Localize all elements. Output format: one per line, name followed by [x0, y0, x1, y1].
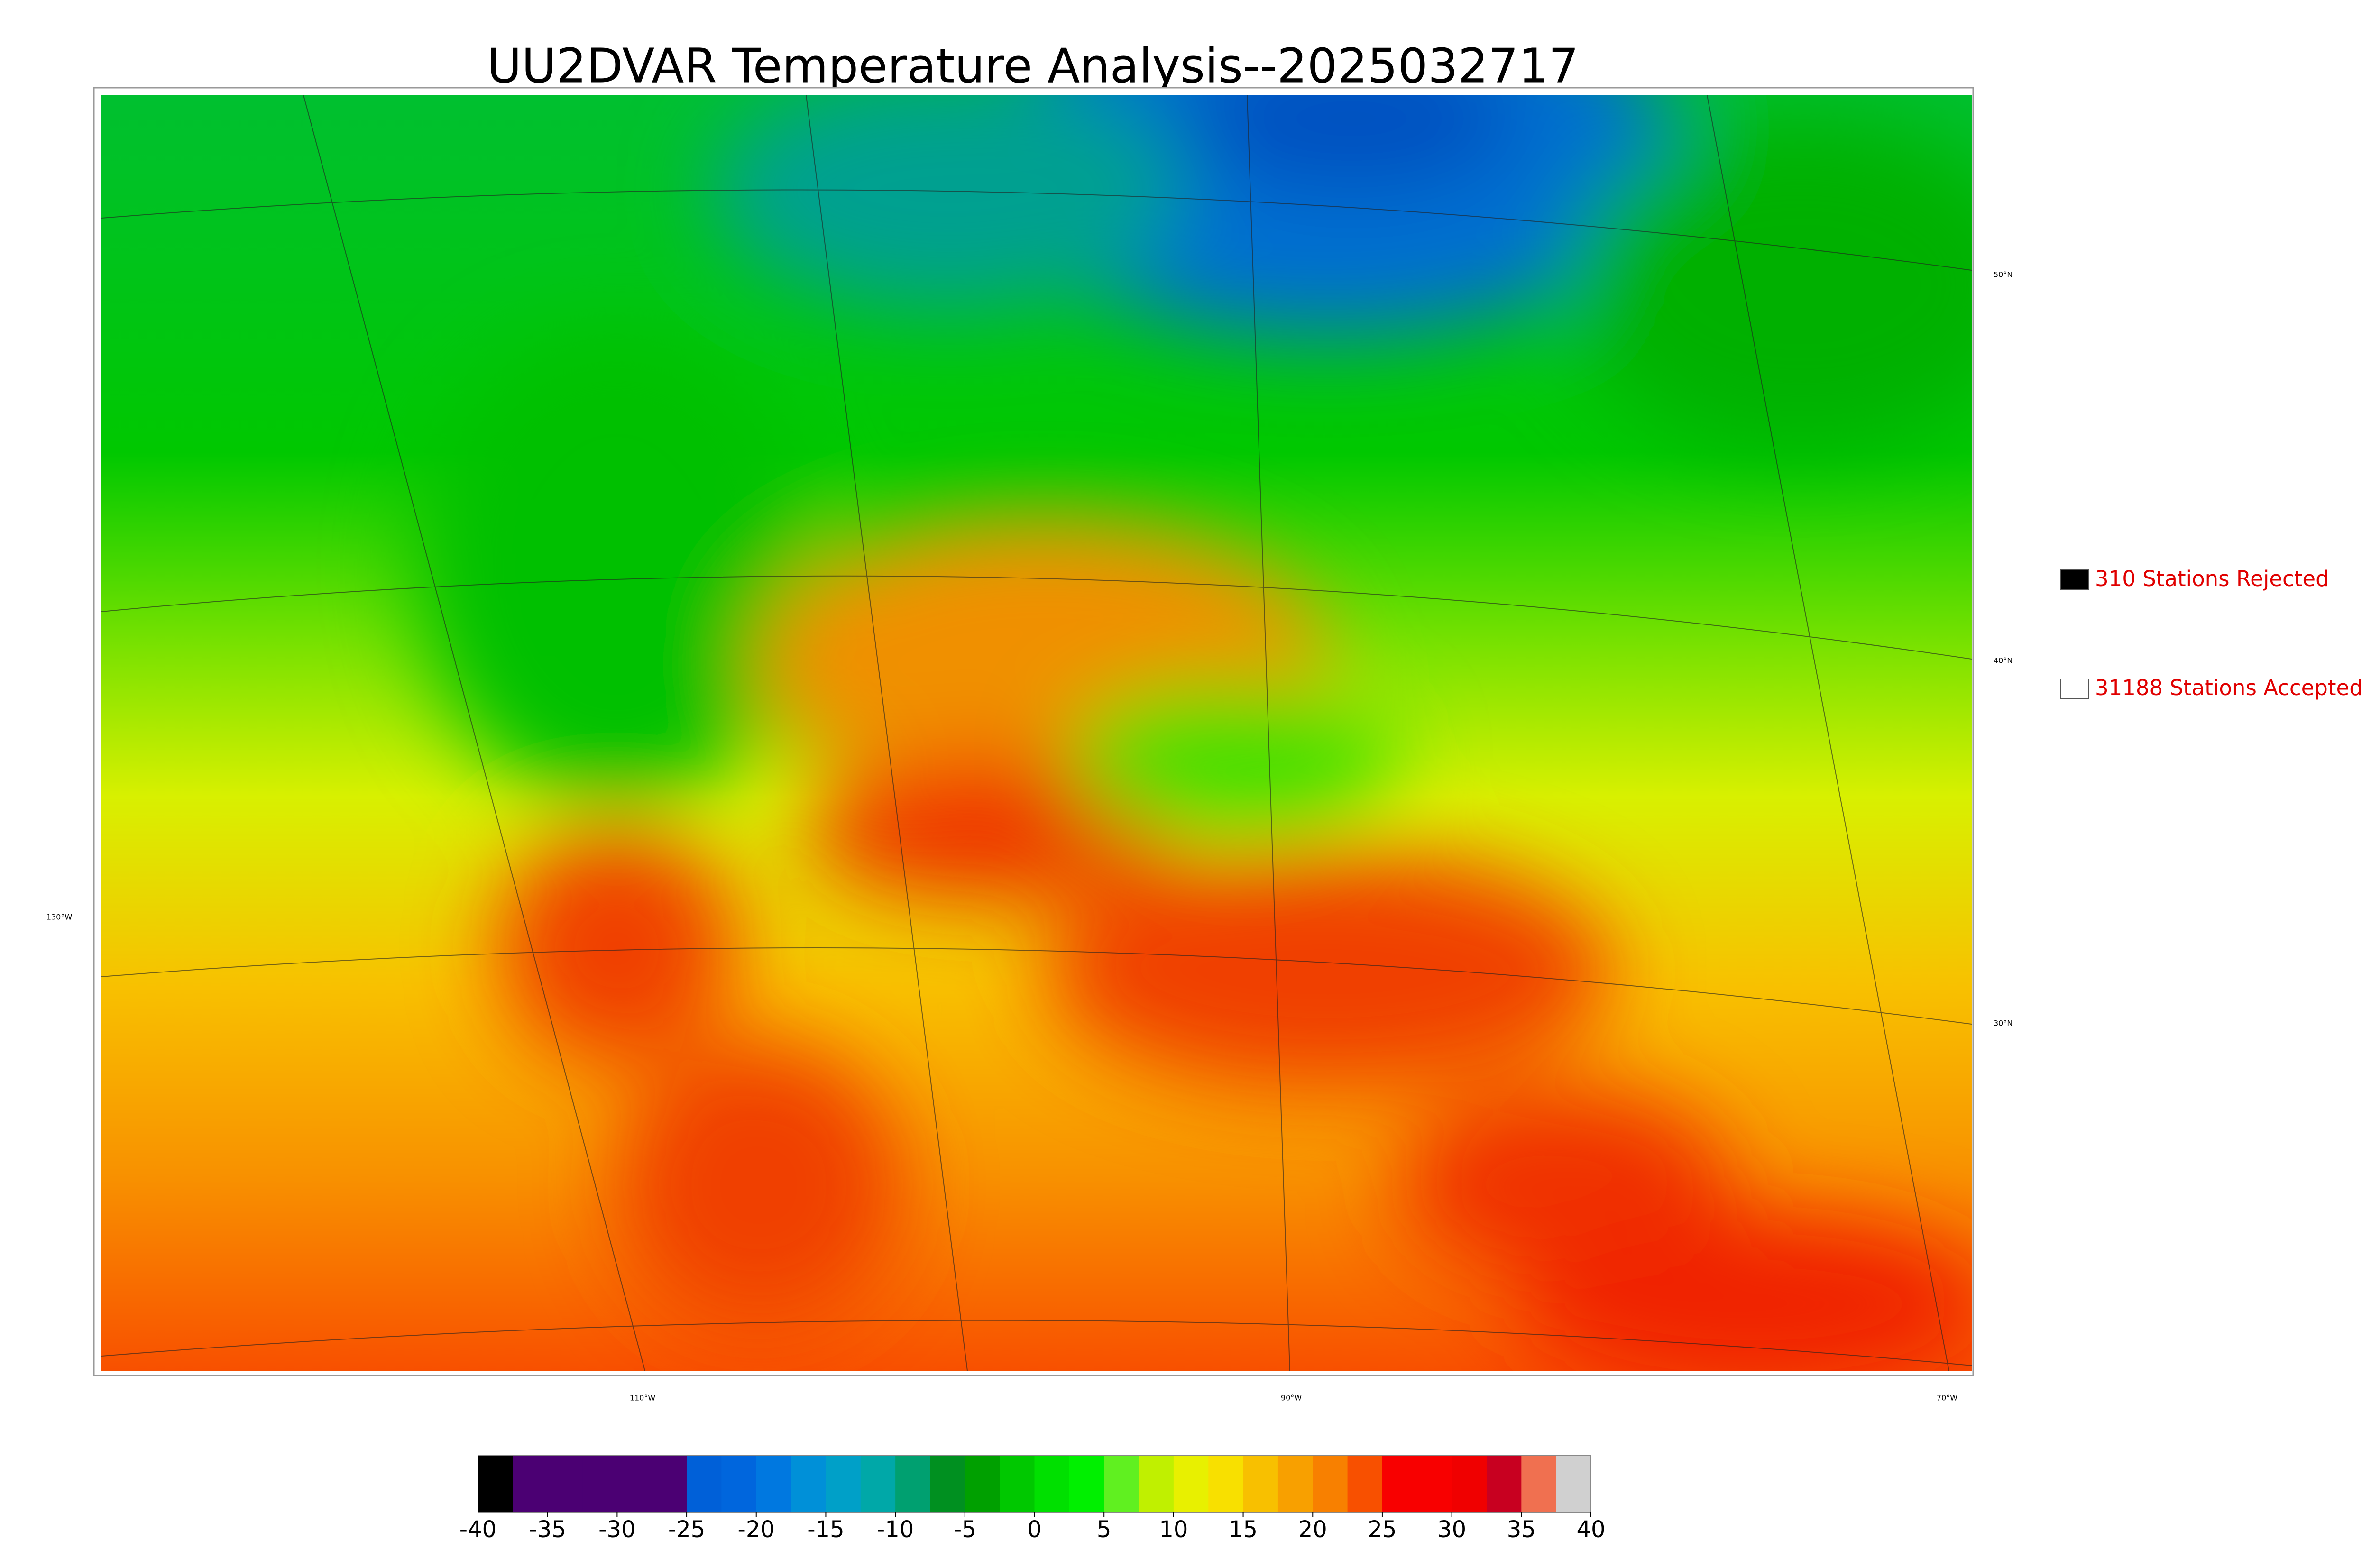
colorbar-tick-label: 20	[1298, 1516, 1327, 1543]
colorbar-segment	[1486, 1455, 1522, 1512]
colorbar-tick-label: -5	[954, 1516, 976, 1543]
colorbar-segment	[791, 1455, 827, 1512]
colorbar-tick-label: 30	[1437, 1516, 1466, 1543]
field-anomalies	[417, 95, 1972, 1371]
colorbar-tick-label: 40	[1576, 1516, 1605, 1543]
colorbar-segment	[1104, 1455, 1140, 1512]
colorbar-segment	[1521, 1455, 1557, 1512]
colorbar-segment	[756, 1455, 791, 1512]
colorbar: -40 -35 -30 -25 -20 -15 -10 -5 0 5 10 15 20 25 30 35 40	[459, 1455, 1606, 1543]
colorbar-segment	[1347, 1455, 1383, 1512]
colorbar-segment	[1313, 1455, 1348, 1512]
title: UU2DVAR Temperature Analysis--2025032717	[487, 38, 1579, 93]
colorbar-segment	[617, 1455, 652, 1512]
colorbar-tick-label: -15	[807, 1516, 844, 1543]
colorbar-tick-label: 35	[1507, 1516, 1536, 1543]
colorbar-segment	[582, 1455, 618, 1512]
colorbar-segment	[1069, 1455, 1104, 1512]
colorbar-tick-label: -30	[598, 1516, 635, 1543]
graticule-labels: 50°N 40°N 30°N 130°W 110°W 90°W 70°W	[46, 270, 2013, 1403]
colorbar-segment	[1417, 1455, 1452, 1512]
legend-swatch	[2060, 679, 2089, 699]
colorbar-tick-label: -40	[459, 1516, 496, 1543]
longitude-label: 70°W	[1937, 1394, 1957, 1403]
colorbar-tick-label: 0	[1027, 1516, 1042, 1543]
longitude-label: 90°W	[1281, 1394, 1302, 1403]
colorbar-segment	[687, 1455, 722, 1512]
colorbar-segment	[1452, 1455, 1487, 1512]
graticule-lines	[101, 95, 1972, 1371]
legend-label: 310 Stations Rejected	[2095, 566, 2329, 591]
colorbar-segment	[1139, 1455, 1174, 1512]
colorbar-segment	[860, 1455, 896, 1512]
colorbar-segment	[721, 1455, 757, 1512]
colorbar-segment	[930, 1455, 965, 1512]
latitude-label: 30°N	[1994, 1019, 2013, 1028]
legend-label: 31188 Stations Accepted	[2095, 675, 2363, 700]
colorbar-segment	[1000, 1455, 1035, 1512]
colorbar-segment	[1556, 1455, 1591, 1512]
colorbar-tick-label: -25	[668, 1516, 705, 1543]
colorbar-tick-label: 5	[1097, 1516, 1112, 1543]
colorbar-segment	[895, 1455, 931, 1512]
longitude-label: 110°W	[630, 1394, 656, 1403]
colorbar-segment	[1208, 1455, 1244, 1512]
colorbar-tick-label: 15	[1229, 1516, 1258, 1543]
longitude-label: 130°W	[46, 913, 73, 922]
colorbar-segment	[826, 1455, 861, 1512]
colorbar-tick-label: 10	[1159, 1516, 1188, 1543]
legend-swatch	[2060, 569, 2089, 590]
colorbar-segment	[478, 1455, 514, 1512]
colorbar-segment	[1173, 1455, 1209, 1512]
colorbar-segment	[965, 1455, 1000, 1512]
temperature-field	[101, 95, 1972, 1371]
latitude-label: 50°N	[1994, 270, 2013, 279]
legend: 310 Stations Rejected 31188 Stations Acce…	[2060, 566, 2363, 700]
colorbar-tick-label: -35	[529, 1516, 566, 1543]
colorbar-segment	[1243, 1455, 1278, 1512]
colorbar-segment	[1034, 1455, 1070, 1512]
colorbar-tick-label: -20	[738, 1516, 775, 1543]
colorbar-segment	[547, 1455, 583, 1512]
colorbar-tick-label: -10	[877, 1516, 914, 1543]
colorbar-tick-label: 25	[1368, 1516, 1397, 1543]
colorbar-segment	[1382, 1455, 1418, 1512]
latitude-label: 40°N	[1994, 656, 2013, 665]
colorbar-segment	[1277, 1455, 1314, 1512]
colorbar-segment	[652, 1455, 687, 1512]
colorbar-segment	[513, 1455, 548, 1512]
